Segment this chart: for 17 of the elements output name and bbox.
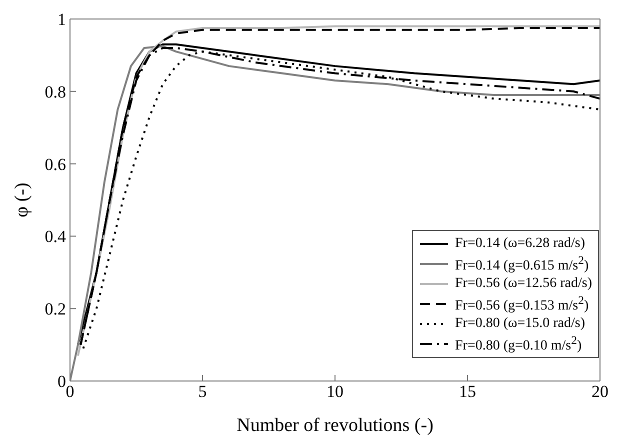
x-tick-label: 5 — [198, 382, 207, 402]
legend-label: Fr=0.80 (ω=15.0 rad/s) — [455, 316, 585, 332]
y-tick-label: 0.8 — [44, 82, 66, 102]
y-axis-title: φ (-) — [12, 182, 32, 218]
x-tick-label: 10 — [326, 382, 344, 402]
legend-label: Fr=0.56 (g=0.153 m/s$^{2}$) — [455, 294, 589, 314]
x-axis-title: Number of revolutions (-) — [236, 415, 434, 436]
y-tick-label: 0.4 — [44, 227, 66, 246]
legend-label: Fr=0.56 (ω=12.56 rad/s) — [455, 276, 592, 292]
x-tick-label: 15 — [459, 382, 476, 402]
legend-label: Fr=0.80 (g=0.10 m/s$^{2}$) — [455, 334, 582, 354]
legend-label: Fr=0.14 (ω=6.28 rad/s) — [455, 236, 585, 252]
y-tick-label: 0.6 — [44, 154, 66, 174]
y-tick-label: 1 — [58, 10, 66, 30]
x-tick-label: 20 — [592, 382, 608, 402]
y-tick-label: 0.2 — [44, 300, 66, 319]
legend-label: Fr=0.14 (g=0.615 m/s$^{2}$) — [455, 254, 589, 274]
